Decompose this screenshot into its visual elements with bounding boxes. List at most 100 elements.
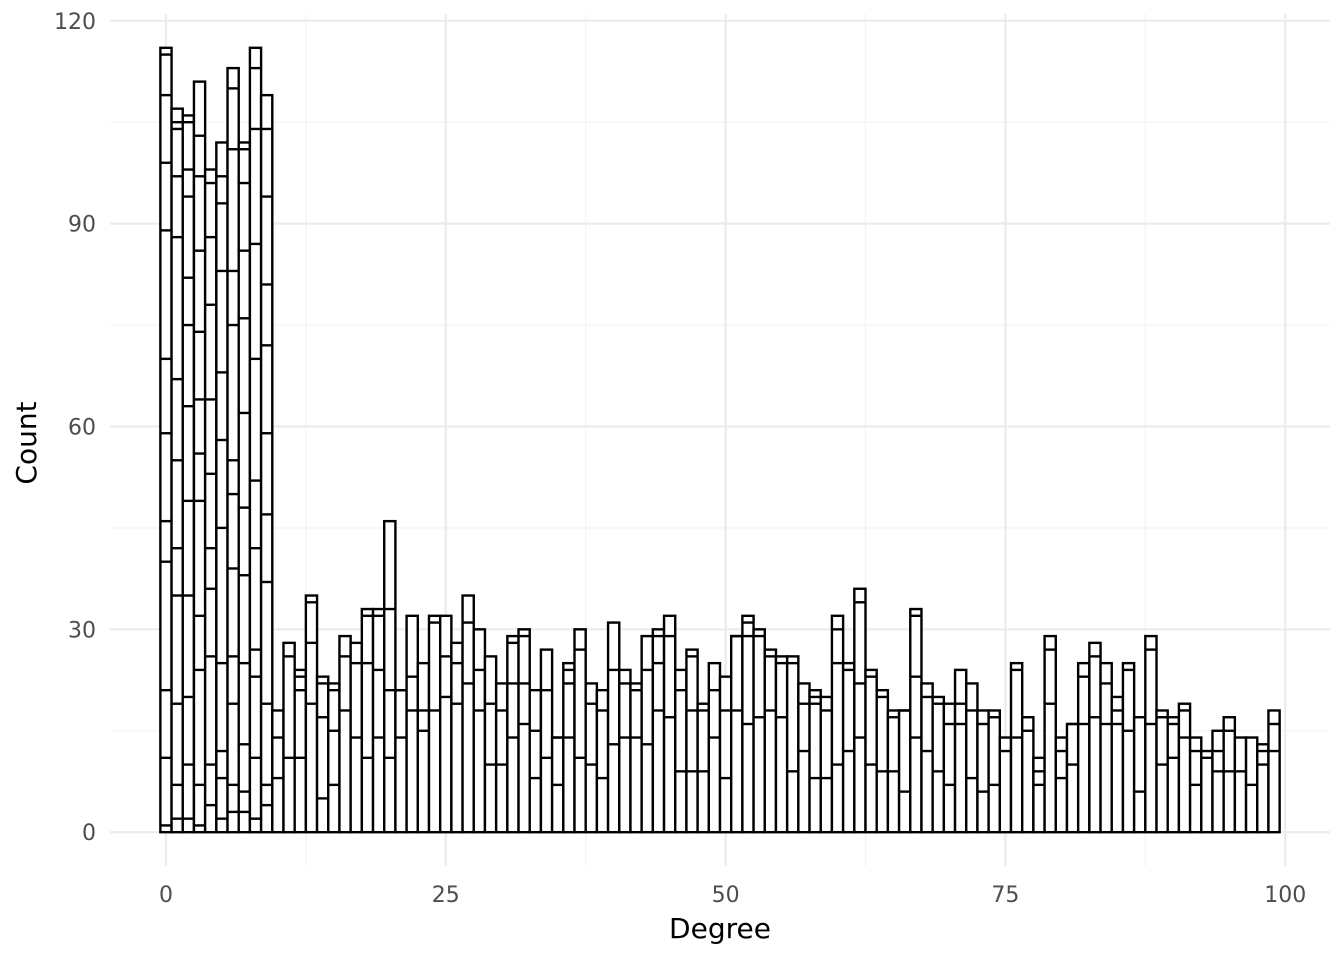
bar-group: [1099, 661, 1113, 834]
bar: [752, 628, 766, 834]
bar-group: [987, 709, 1002, 834]
bar-group: [909, 607, 923, 834]
bar-group: [763, 648, 778, 834]
bar: [438, 614, 453, 834]
bar-group: [595, 688, 610, 834]
bar-group: [371, 607, 386, 834]
bars: [159, 46, 1281, 834]
bar-group: [752, 628, 766, 834]
bar: [987, 709, 1002, 834]
bar-group: [897, 709, 912, 834]
bar-group: [942, 702, 957, 834]
bar-group: [953, 668, 968, 834]
bar: [192, 80, 207, 834]
bar: [718, 675, 733, 834]
bar-group: [416, 661, 431, 834]
bar: [819, 695, 834, 834]
bar: [338, 634, 352, 834]
bar-group: [864, 668, 878, 834]
bar: [1110, 695, 1125, 834]
bar: [864, 668, 878, 834]
bar-group: [819, 695, 834, 834]
bar: [1088, 641, 1102, 834]
bar: [304, 594, 319, 834]
bar-group: [573, 628, 587, 834]
bar: [461, 594, 475, 834]
bar: [696, 702, 711, 834]
bar: [1267, 709, 1281, 834]
bar-group: [1267, 709, 1281, 834]
bar-group: [1132, 716, 1147, 834]
bar-group: [1177, 702, 1192, 834]
bar-group: [282, 641, 296, 834]
bar: [371, 607, 386, 834]
bar: [181, 114, 196, 834]
bar-group: [1244, 736, 1259, 834]
bar: [763, 648, 778, 834]
bar: [774, 655, 789, 834]
bar-group: [707, 661, 722, 834]
x-axis-title: Degree: [669, 912, 771, 945]
bar-group: [528, 688, 543, 834]
bar: [853, 587, 867, 834]
bar: [259, 93, 274, 834]
bar-group: [1222, 716, 1237, 834]
bar-group: [1256, 743, 1270, 834]
bar: [584, 682, 599, 834]
y-axis-title: Count: [10, 401, 43, 484]
y-tick-label: 60: [68, 415, 96, 440]
bar-group: [797, 682, 811, 834]
bar-group: [349, 641, 364, 834]
bar-group: [1233, 736, 1248, 834]
bar: [203, 168, 218, 834]
bar-group: [1211, 729, 1225, 834]
bar-group: [181, 114, 196, 834]
bar-group: [1009, 661, 1024, 834]
bar-group: [293, 668, 308, 834]
bar: [1009, 661, 1024, 834]
bar: [909, 607, 923, 834]
bar-group: [506, 634, 520, 834]
bar: [1132, 716, 1147, 834]
bar: [170, 107, 184, 834]
bar: [450, 641, 464, 834]
bar: [237, 141, 252, 834]
bar-group: [1144, 634, 1158, 834]
bar: [1065, 722, 1080, 834]
bar: [1043, 634, 1057, 834]
bar-group: [1166, 716, 1181, 834]
bar-group: [976, 709, 990, 834]
bar-group: [170, 107, 184, 834]
bar-group: [741, 614, 755, 834]
bar-group: [562, 661, 576, 834]
bar: [651, 628, 666, 834]
bar: [1076, 661, 1091, 834]
bar-group: [618, 668, 632, 834]
bar: [248, 46, 263, 834]
bar-group: [1188, 736, 1203, 834]
bar: [965, 682, 979, 834]
bar-group: [315, 675, 330, 834]
bar-group: [383, 519, 397, 834]
bar-group: [494, 682, 509, 834]
bar: [271, 709, 285, 834]
bar-group: [427, 614, 442, 834]
bar: [405, 614, 419, 834]
bar: [640, 634, 655, 834]
bar: [315, 675, 330, 834]
y-tick-label: 120: [54, 10, 96, 35]
bar: [1166, 716, 1181, 834]
bar-group: [886, 709, 901, 834]
bar: [1121, 661, 1136, 834]
bar-group: [338, 634, 352, 834]
bar-group: [662, 614, 677, 834]
bar: [539, 648, 554, 834]
bar: [931, 695, 946, 834]
bar-group: [1200, 749, 1214, 834]
bar-group: [640, 634, 655, 834]
bar-group: [841, 661, 856, 834]
bar-group: [920, 682, 934, 834]
bar: [394, 688, 408, 834]
bar: [528, 688, 543, 834]
bar: [1144, 634, 1158, 834]
